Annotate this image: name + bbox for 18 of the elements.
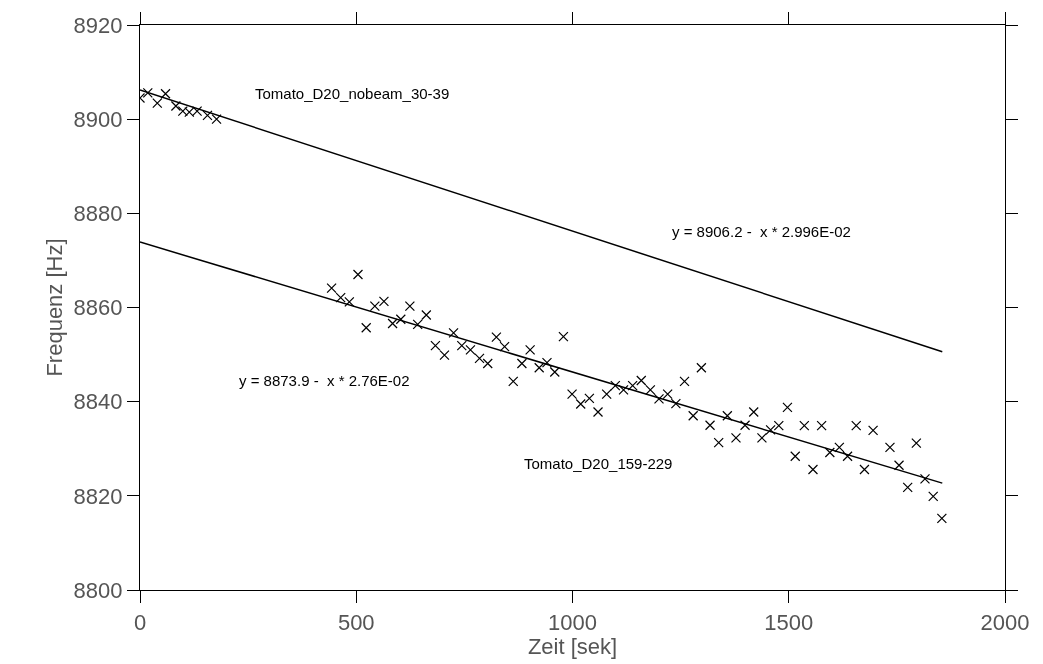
x-tick-label: 500 xyxy=(337,609,375,635)
annotation: y = 8906.2 - x * 2.996E-02 xyxy=(672,223,851,240)
y-tick-label: 8920 xyxy=(73,12,123,38)
y-axis-title: Frequenz [Hz] xyxy=(42,238,68,377)
y-tick-label: 8800 xyxy=(73,577,123,603)
x-tick-label: 1000 xyxy=(548,609,597,635)
y-tick-label: 8820 xyxy=(73,483,123,509)
x-axis-title: Zeit [sek] xyxy=(527,634,618,660)
y-tick-label: 8840 xyxy=(73,389,123,415)
annotation: y = 8873.9 - x * 2.76E-02 xyxy=(239,372,410,389)
x-tick-label: 0 xyxy=(133,609,147,635)
y-tick-label: 8900 xyxy=(73,106,123,132)
y-tick-label: 8880 xyxy=(73,201,123,227)
y-tick-label: 8860 xyxy=(73,295,123,321)
x-tick-label: 1500 xyxy=(764,609,814,635)
text: Tomato_D20_159-229 xyxy=(524,455,673,472)
text: Tomato_D20_nobeam_30-39 xyxy=(255,85,450,102)
x-tick-label: 2000 xyxy=(980,609,1030,635)
